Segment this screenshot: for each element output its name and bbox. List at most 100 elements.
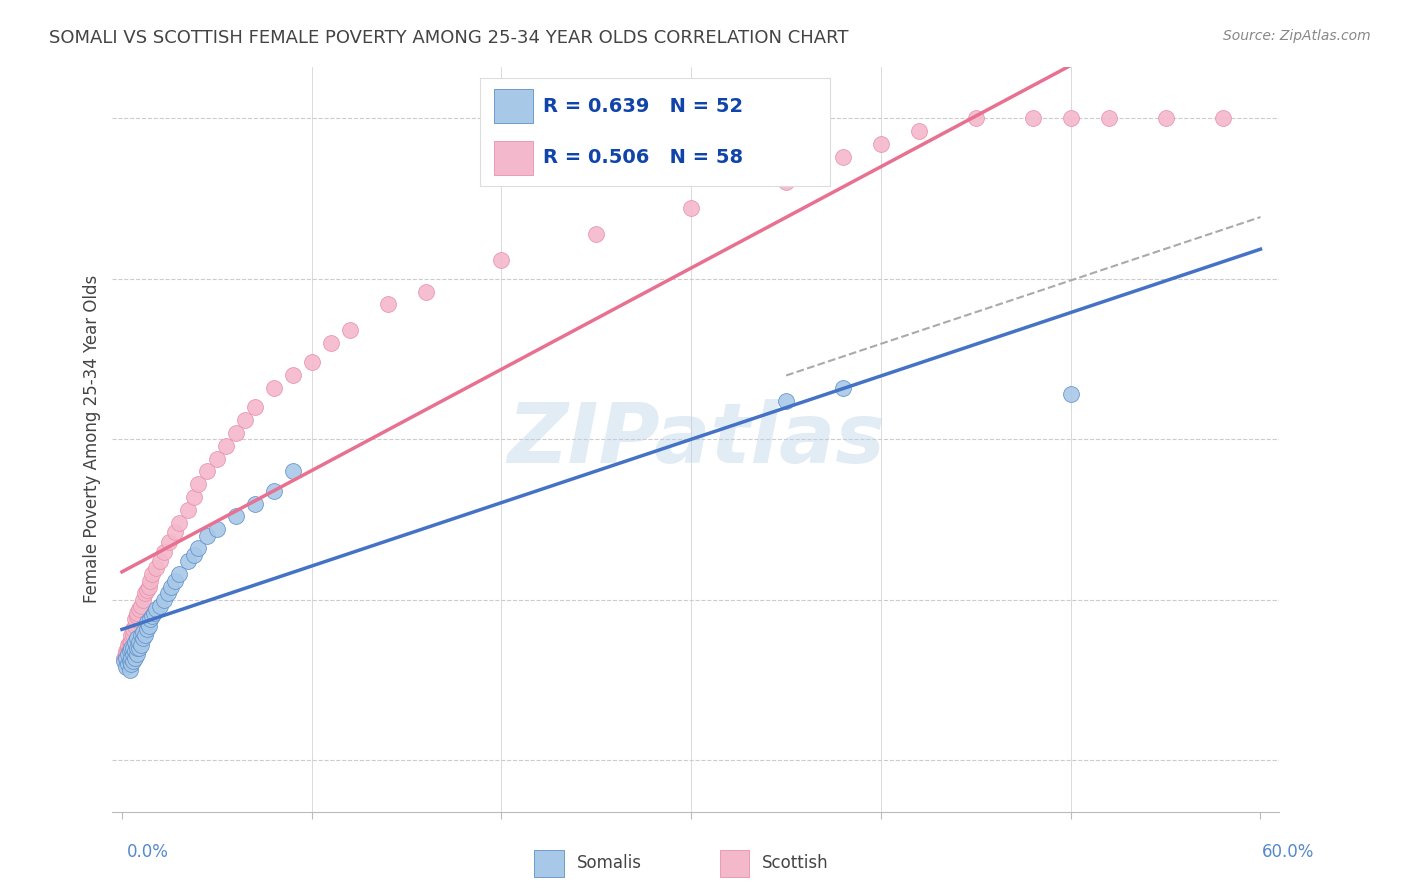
Text: SOMALI VS SCOTTISH FEMALE POVERTY AMONG 25-34 YEAR OLDS CORRELATION CHART: SOMALI VS SCOTTISH FEMALE POVERTY AMONG … — [49, 29, 849, 47]
Point — [141, 608, 163, 623]
Point — [124, 612, 146, 626]
Point — [165, 525, 187, 540]
Point — [122, 648, 145, 662]
Point — [832, 150, 855, 164]
Bar — [720, 850, 749, 877]
Text: Somalis: Somalis — [576, 854, 641, 872]
Point — [129, 599, 152, 614]
Point — [183, 548, 205, 562]
Point — [152, 592, 174, 607]
Point — [152, 544, 174, 558]
Point — [143, 606, 166, 620]
Point — [281, 464, 304, 478]
Point — [195, 528, 218, 542]
Point — [319, 336, 342, 351]
Point — [205, 522, 228, 536]
Point — [156, 586, 179, 600]
Point — [339, 323, 361, 337]
Point — [263, 381, 285, 395]
Point — [167, 516, 190, 530]
Point — [157, 535, 180, 549]
Point — [120, 657, 142, 671]
Bar — [534, 850, 564, 877]
Point — [177, 503, 200, 517]
Point — [1098, 112, 1121, 126]
Point — [132, 632, 155, 646]
Point — [117, 648, 139, 662]
Point — [114, 648, 136, 662]
Point — [112, 654, 135, 668]
Point — [183, 490, 205, 504]
Point — [1212, 112, 1234, 126]
Point — [132, 592, 155, 607]
Point — [114, 650, 136, 665]
Point — [141, 567, 163, 582]
Point — [233, 413, 256, 427]
Point — [149, 599, 172, 614]
Point — [149, 554, 172, 568]
Point — [120, 634, 142, 648]
Point — [832, 381, 855, 395]
Point — [128, 634, 150, 648]
Point — [117, 638, 139, 652]
Point — [117, 640, 139, 655]
Point — [1060, 387, 1083, 401]
Point — [187, 477, 209, 491]
Point — [243, 496, 266, 510]
Point — [122, 628, 145, 642]
Point — [132, 624, 155, 639]
Point — [124, 644, 146, 658]
Point — [135, 615, 157, 630]
Point — [118, 654, 141, 668]
Point — [225, 425, 247, 440]
Point — [215, 439, 238, 453]
Point — [187, 541, 209, 556]
Point — [134, 628, 156, 642]
Point — [128, 602, 150, 616]
Point — [301, 355, 323, 369]
Point — [195, 464, 218, 478]
Point — [129, 628, 152, 642]
Point — [225, 509, 247, 524]
Point — [124, 634, 146, 648]
Text: Source: ZipAtlas.com: Source: ZipAtlas.com — [1223, 29, 1371, 44]
Text: 0.0%: 0.0% — [127, 843, 169, 861]
Point — [965, 112, 987, 126]
Point — [139, 574, 162, 588]
Point — [681, 201, 703, 215]
Point — [281, 368, 304, 383]
Point — [177, 554, 200, 568]
Point — [491, 252, 513, 267]
Point — [415, 285, 437, 299]
Point — [118, 664, 141, 678]
Point — [124, 618, 146, 632]
Point — [1022, 112, 1045, 126]
Text: Scottish: Scottish — [762, 854, 828, 872]
Point — [160, 580, 183, 594]
Point — [124, 650, 146, 665]
Point — [585, 227, 607, 241]
Point — [870, 136, 893, 151]
Point — [127, 606, 149, 620]
Point — [205, 451, 228, 466]
Point — [122, 640, 145, 655]
Point — [118, 640, 141, 655]
Point — [127, 648, 149, 662]
Point — [138, 580, 160, 594]
Point — [127, 640, 149, 655]
Point — [138, 618, 160, 632]
Point — [134, 586, 156, 600]
Point — [112, 650, 135, 665]
Point — [167, 567, 190, 582]
Point — [114, 644, 136, 658]
Point — [135, 583, 157, 598]
Point — [117, 657, 139, 671]
Point — [1154, 112, 1177, 126]
Point — [128, 640, 150, 655]
Point — [243, 401, 266, 415]
Point — [120, 628, 142, 642]
Point — [1060, 112, 1083, 126]
Point — [135, 622, 157, 636]
Point — [908, 124, 931, 138]
Point — [775, 176, 797, 190]
